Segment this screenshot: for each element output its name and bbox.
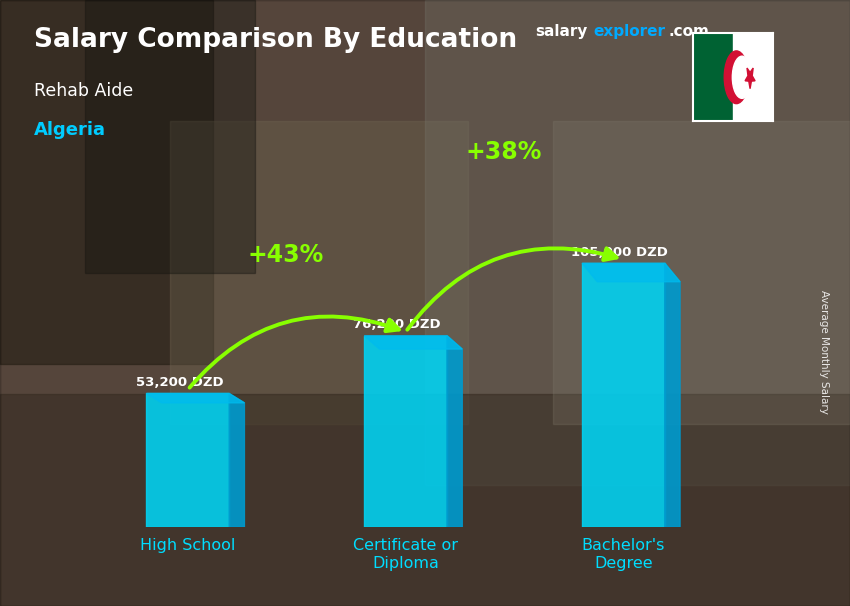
Text: +43%: +43%	[247, 243, 324, 267]
Bar	[0, 394, 850, 606]
Polygon shape	[745, 68, 755, 88]
Bar	[425, 0, 850, 485]
Text: +38%: +38%	[466, 141, 541, 164]
Circle shape	[733, 56, 751, 98]
Polygon shape	[582, 263, 680, 282]
Text: explorer: explorer	[593, 24, 666, 39]
Text: 76,200 DZD: 76,200 DZD	[354, 318, 441, 331]
Text: Salary Comparison By Education: Salary Comparison By Education	[34, 27, 517, 53]
Bar	[364, 336, 447, 527]
Text: .com: .com	[668, 24, 709, 39]
Text: Average Monthly Salary: Average Monthly Salary	[819, 290, 829, 413]
Text: 53,200 DZD: 53,200 DZD	[135, 376, 224, 389]
Polygon shape	[447, 336, 462, 527]
Polygon shape	[230, 393, 245, 527]
Polygon shape	[364, 336, 462, 349]
Bar	[582, 263, 665, 527]
Bar	[693, 33, 733, 121]
Bar	[170, 121, 468, 424]
Text: salary: salary	[536, 24, 588, 39]
Bar	[552, 121, 850, 424]
Text: Rehab Aide: Rehab Aide	[34, 82, 133, 100]
Bar	[146, 393, 230, 527]
Polygon shape	[146, 393, 245, 403]
Bar	[733, 33, 774, 121]
Polygon shape	[665, 263, 680, 527]
Circle shape	[724, 51, 749, 104]
Bar	[0, 0, 212, 364]
Bar	[85, 0, 255, 273]
Text: Algeria: Algeria	[34, 121, 106, 139]
Text: 105,000 DZD: 105,000 DZD	[571, 246, 668, 259]
